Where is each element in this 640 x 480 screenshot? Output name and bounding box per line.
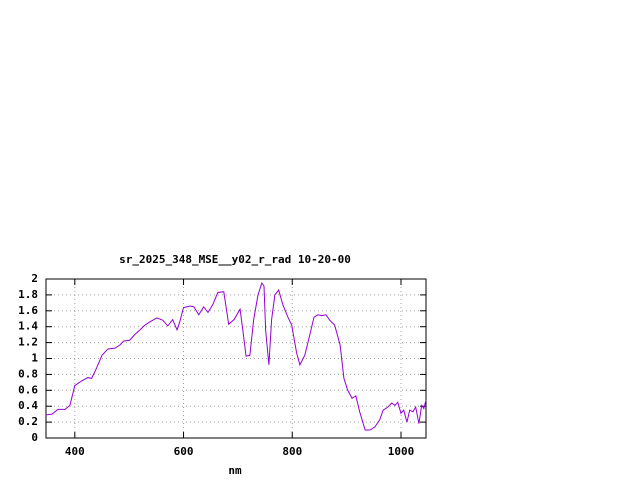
x-tick-label: 1000 bbox=[388, 445, 415, 458]
y-tick-label: 2 bbox=[31, 272, 38, 285]
y-tick-label: 0 bbox=[31, 431, 38, 444]
y-tick-label: 1 bbox=[31, 352, 38, 365]
y-tick-label: 1.4 bbox=[18, 320, 38, 333]
y-tick-label: 1.6 bbox=[18, 304, 38, 317]
data-line bbox=[45, 281, 427, 431]
y-tick-label: 0.4 bbox=[18, 399, 38, 412]
x-tick-label: 600 bbox=[174, 445, 194, 458]
chart-title: sr_2025_348_MSE__y02_r_rad 10-20-00 bbox=[119, 253, 351, 266]
x-tick-label: 800 bbox=[282, 445, 302, 458]
y-tick-label: 0.2 bbox=[18, 415, 38, 428]
x-axis-label: nm bbox=[228, 464, 242, 477]
y-tick-label: 0.6 bbox=[18, 383, 38, 396]
y-tick-label: 1.8 bbox=[18, 288, 38, 301]
y-tick-label: 1.2 bbox=[18, 336, 38, 349]
plot-border bbox=[45, 278, 427, 439]
y-tick-label: 0.8 bbox=[18, 367, 38, 380]
x-tick-label: 400 bbox=[65, 445, 85, 458]
